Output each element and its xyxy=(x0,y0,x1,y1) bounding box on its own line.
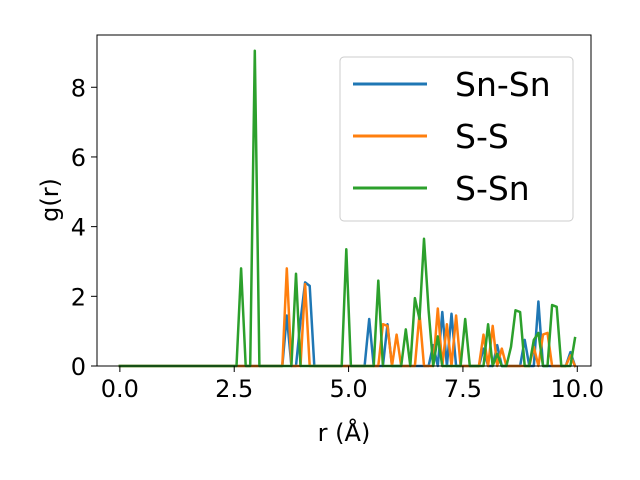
y-tick-label: 8 xyxy=(71,74,86,102)
y-tick-label: 2 xyxy=(71,283,86,311)
x-tick-label: 2.5 xyxy=(215,375,253,403)
legend-label-2: S-S xyxy=(455,117,509,156)
y-axis-ticks: 0 2 4 6 8 xyxy=(71,74,97,381)
x-tick-label: 7.5 xyxy=(444,375,482,403)
x-tick-label: 10.0 xyxy=(551,375,604,403)
legend-label-3: S-Sn xyxy=(455,169,530,208)
y-tick-label: 0 xyxy=(71,353,86,381)
plot-frame xyxy=(96,34,592,367)
legend-box xyxy=(339,56,574,222)
x-axis-ticks: 0.0 2.5 5.0 7.5 10.0 xyxy=(101,366,604,403)
series-line-3 xyxy=(118,49,577,368)
x-tick-label: 5.0 xyxy=(329,375,367,403)
legend-entries: Sn-Sn S-S S-Sn xyxy=(353,65,551,208)
legend: Sn-Sn S-S S-Sn xyxy=(339,56,574,222)
legend-label-1: Sn-Sn xyxy=(455,65,551,104)
y-axis-label: g(r) xyxy=(36,178,64,222)
series-line-1 xyxy=(118,281,577,368)
y-tick-label: 4 xyxy=(71,214,86,242)
y-tick-label: 6 xyxy=(71,144,86,172)
x-axis-label: r (Å) xyxy=(318,418,371,447)
x-tick-label: 0.0 xyxy=(101,375,139,403)
